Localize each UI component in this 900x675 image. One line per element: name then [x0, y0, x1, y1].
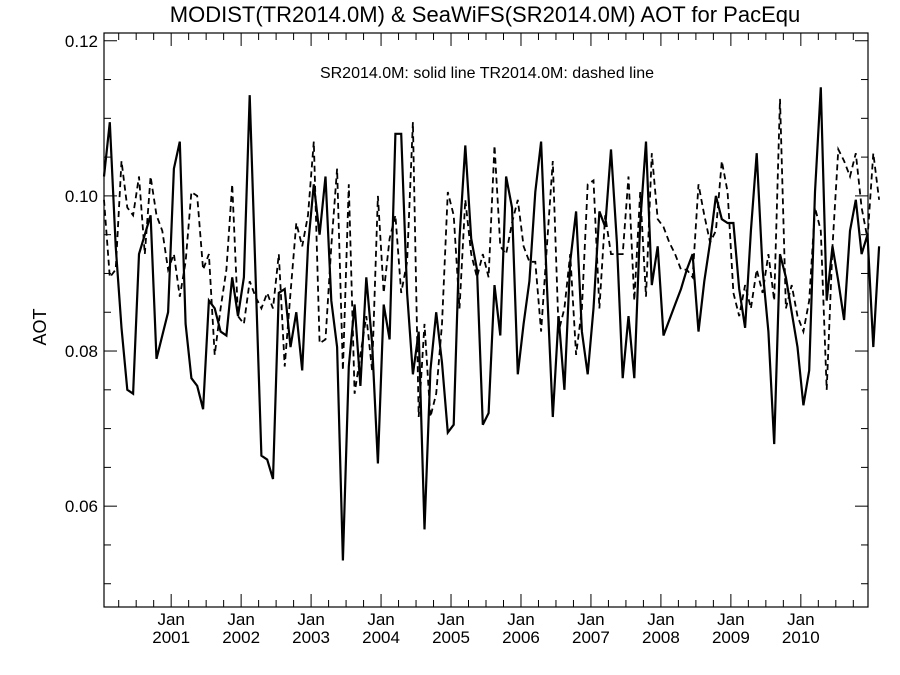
- x-tick-label-year: 2007: [572, 628, 610, 647]
- x-tick-label-year: 2005: [432, 628, 470, 647]
- x-tick-label-month: Jan: [367, 610, 394, 629]
- x-tick-label-year: 2008: [642, 628, 680, 647]
- series-lines: [102, 87, 881, 561]
- x-tick-label-year: 2004: [362, 628, 400, 647]
- x-tick-label-month: Jan: [297, 610, 324, 629]
- y-tick-label: 0.10: [65, 187, 98, 206]
- y-tick-label: 0.08: [65, 342, 98, 361]
- x-tick-label-year: 2006: [502, 628, 540, 647]
- x-tick-label-year: 2009: [712, 628, 750, 647]
- axes: 0.060.080.100.12Jan2001Jan2002Jan2003Jan…: [65, 32, 868, 647]
- x-tick-label-year: 2001: [152, 628, 190, 647]
- x-tick-label-month: Jan: [507, 610, 534, 629]
- x-tick-label-year: 2002: [222, 628, 260, 647]
- series-line-dashed: [103, 98, 880, 418]
- x-tick-label-year: 2010: [782, 628, 820, 647]
- y-tick-label: 0.12: [65, 32, 98, 51]
- series-line-solid: [102, 87, 881, 561]
- y-tick-label: 0.06: [65, 497, 98, 516]
- x-tick-label-month: Jan: [647, 610, 674, 629]
- x-tick-label-year: 2003: [292, 628, 330, 647]
- y-axis-label: AOT: [30, 308, 50, 345]
- x-tick-label-month: Jan: [157, 610, 184, 629]
- x-tick-label-month: Jan: [787, 610, 814, 629]
- x-tick-label-month: Jan: [227, 610, 254, 629]
- plot-frame: [103, 32, 869, 608]
- x-tick-label-month: Jan: [717, 610, 744, 629]
- legend-annotation: SR2014.0M: solid line TR2014.0M: dashed …: [320, 65, 654, 82]
- x-tick-label-month: Jan: [437, 610, 464, 629]
- x-tick-label-month: Jan: [577, 610, 604, 629]
- chart-title: MODIST(TR2014.0M) & SeaWiFS(SR2014.0M) A…: [170, 2, 800, 27]
